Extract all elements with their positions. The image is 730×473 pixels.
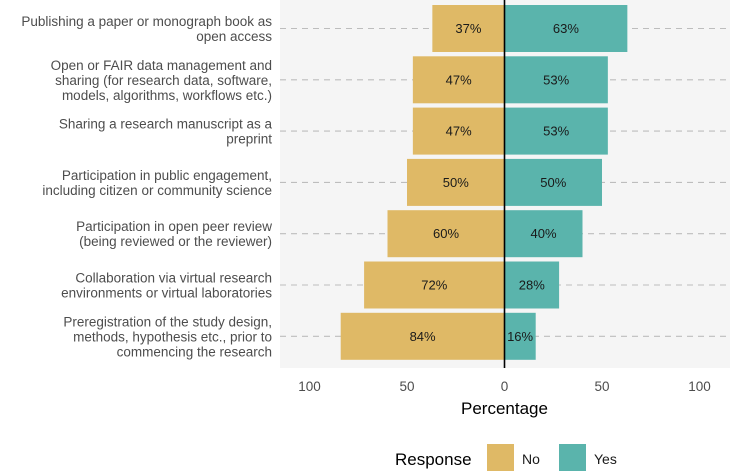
bar-labels: 37% 63% 47% 53% 47% 53% 50% 50% 60% 40% 72% 28% 84% 1… bbox=[410, 21, 580, 344]
bar-no bbox=[387, 210, 505, 258]
bar-label-yes: 63% bbox=[553, 21, 579, 36]
bar-label-no: 84% bbox=[410, 329, 436, 344]
category-label: Preregistration of the study design, meth… bbox=[63, 314, 272, 359]
bar-label-yes: 40% bbox=[530, 226, 556, 241]
bar-label-no: 60% bbox=[433, 226, 459, 241]
bar-yes bbox=[504, 210, 583, 258]
bar-label-no: 47% bbox=[446, 124, 472, 139]
bar-no bbox=[340, 312, 505, 360]
bar-label-yes: 16% bbox=[507, 329, 533, 344]
bar-yes bbox=[504, 261, 560, 309]
bar-yes bbox=[504, 312, 536, 360]
bar-label-no: 72% bbox=[421, 278, 447, 293]
legend-key-yes bbox=[559, 444, 586, 471]
category-label: Collaboration via virtual research enviro… bbox=[61, 271, 272, 301]
category-labels: Publishing a paper or monograph book as o… bbox=[21, 14, 272, 359]
category-label: Participation in public engagement, inclu… bbox=[42, 168, 272, 198]
category-label: Sharing a research manuscript as a prepri… bbox=[59, 117, 273, 147]
legend-title: Response bbox=[395, 450, 472, 469]
bar-label-yes: 53% bbox=[543, 124, 569, 139]
bar-label-no: 37% bbox=[455, 21, 481, 36]
bar-no bbox=[432, 5, 505, 52]
bar-no bbox=[364, 261, 505, 309]
category-label: Participation in open peer review (being … bbox=[76, 219, 272, 249]
x-tick-label: 0 bbox=[501, 379, 509, 394]
bar-no bbox=[407, 158, 505, 206]
bar-label-no: 47% bbox=[446, 72, 472, 87]
legend-key-no bbox=[487, 444, 514, 471]
bar-yes bbox=[504, 56, 608, 104]
legend-label-no: No bbox=[522, 451, 540, 467]
x-tick-label: 100 bbox=[688, 379, 711, 394]
x-tick-label: 100 bbox=[298, 379, 321, 394]
x-tick-labels: 100 50 0 50 100 bbox=[298, 379, 711, 394]
bar-label-no: 50% bbox=[443, 175, 469, 190]
bar-no bbox=[412, 107, 505, 155]
legend-label-yes: Yes bbox=[594, 451, 617, 467]
x-tick-label: 50 bbox=[594, 379, 609, 394]
bar-label-yes: 53% bbox=[543, 72, 569, 87]
legend: Response No Yes bbox=[395, 444, 617, 471]
category-label: Publishing a paper or monograph book as o… bbox=[21, 14, 272, 44]
x-tick-label: 50 bbox=[399, 379, 414, 394]
bars bbox=[340, 5, 628, 360]
bar-yes bbox=[504, 107, 608, 155]
bar-label-yes: 28% bbox=[519, 278, 545, 293]
bar-no bbox=[412, 56, 505, 104]
bar-label-yes: 50% bbox=[540, 175, 566, 190]
bar-yes bbox=[504, 5, 628, 52]
bar-yes bbox=[504, 158, 602, 206]
category-label: Open or FAIR data management and sharing … bbox=[51, 58, 272, 103]
x-axis-title: Percentage bbox=[461, 399, 548, 418]
